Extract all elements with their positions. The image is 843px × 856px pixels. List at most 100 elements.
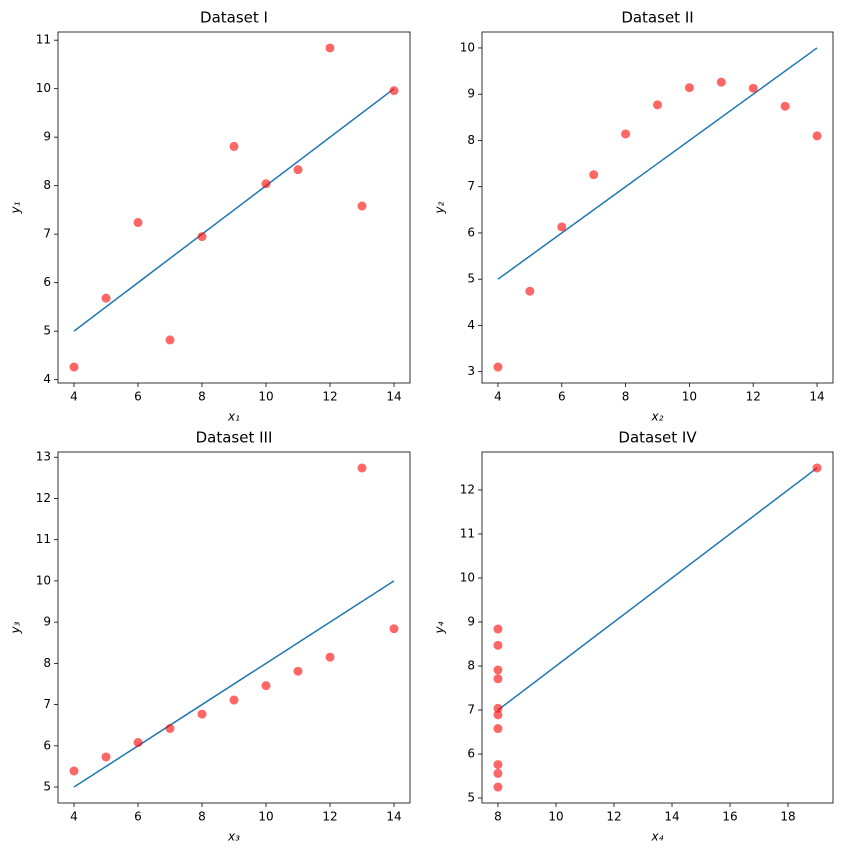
y-tick-label: 10 bbox=[460, 40, 475, 54]
x-tick-label: 8 bbox=[198, 390, 206, 404]
y-tick-label: 9 bbox=[467, 614, 475, 628]
y-tick-label: 11 bbox=[460, 526, 475, 540]
point bbox=[293, 666, 303, 676]
x-axis-label: x₃ bbox=[227, 830, 240, 844]
point bbox=[589, 170, 599, 180]
x-axis-label: x₁ bbox=[227, 410, 240, 424]
point bbox=[493, 768, 503, 778]
point bbox=[493, 362, 503, 372]
y-tick-label: 3 bbox=[467, 364, 475, 378]
point bbox=[812, 131, 822, 141]
y-tick-label: 8 bbox=[467, 659, 475, 673]
x-tick-label: 4 bbox=[70, 810, 78, 824]
x-tick-label: 4 bbox=[70, 390, 78, 404]
plot-frame bbox=[481, 451, 834, 804]
point bbox=[101, 752, 111, 762]
fit-line bbox=[497, 467, 818, 711]
point bbox=[493, 674, 503, 684]
chart-title: Dataset II bbox=[621, 9, 693, 27]
y-tick-label: 13 bbox=[36, 450, 51, 464]
y-tick-label: 5 bbox=[467, 272, 475, 286]
plot-frame bbox=[57, 31, 411, 384]
point bbox=[325, 43, 335, 53]
y-tick-label: 12 bbox=[36, 491, 51, 505]
y-tick-label: 8 bbox=[43, 178, 51, 192]
x-tick-label: 16 bbox=[722, 810, 737, 824]
chart-title: Dataset III bbox=[196, 429, 273, 447]
point bbox=[133, 738, 143, 748]
fit-line bbox=[73, 88, 395, 332]
y-tick-label: 11 bbox=[36, 33, 51, 47]
point bbox=[357, 201, 367, 211]
point bbox=[293, 165, 303, 175]
chart-title: Dataset I bbox=[200, 9, 268, 27]
y-tick-label: 6 bbox=[467, 225, 475, 239]
x-tick-label: 12 bbox=[606, 810, 621, 824]
point bbox=[325, 652, 335, 662]
y-axis-label: y₃ bbox=[9, 621, 23, 634]
point bbox=[716, 77, 726, 87]
x-axis-label: x₄ bbox=[651, 830, 664, 844]
x-tick-label: 6 bbox=[134, 390, 142, 404]
y-axis-label: y₁ bbox=[9, 201, 23, 214]
point bbox=[261, 179, 271, 189]
y-tick-label: 7 bbox=[467, 179, 475, 193]
y-tick-label: 12 bbox=[460, 482, 475, 496]
x-tick-label: 12 bbox=[322, 810, 337, 824]
x-tick-label: 14 bbox=[809, 390, 824, 404]
y-tick-label: 11 bbox=[36, 532, 51, 546]
point bbox=[684, 83, 694, 93]
point bbox=[69, 766, 79, 776]
x-tick-label: 14 bbox=[386, 810, 401, 824]
point bbox=[261, 681, 271, 691]
x-tick-label: 8 bbox=[198, 810, 206, 824]
chart-title: Dataset IV bbox=[618, 429, 697, 447]
point bbox=[493, 665, 503, 675]
point bbox=[493, 724, 503, 734]
y-tick-label: 9 bbox=[43, 130, 51, 144]
point bbox=[493, 703, 503, 713]
x-tick-label: 4 bbox=[494, 390, 502, 404]
x-tick-label: 6 bbox=[134, 810, 142, 824]
fit-line bbox=[73, 580, 395, 788]
point bbox=[493, 710, 503, 720]
point bbox=[165, 724, 175, 734]
x-tick-label: 14 bbox=[664, 810, 679, 824]
y-tick-label: 9 bbox=[467, 87, 475, 101]
y-tick-label: 7 bbox=[467, 703, 475, 717]
point bbox=[389, 86, 399, 96]
y-tick-label: 10 bbox=[36, 573, 51, 587]
y-axis-label: y₄ bbox=[433, 621, 447, 634]
point bbox=[525, 286, 535, 296]
point bbox=[165, 335, 175, 345]
point bbox=[812, 463, 822, 473]
point bbox=[389, 624, 399, 634]
point bbox=[69, 362, 79, 372]
fit-line bbox=[497, 47, 818, 280]
y-tick-label: 6 bbox=[43, 738, 51, 752]
y-tick-label: 6 bbox=[467, 747, 475, 761]
point bbox=[780, 101, 790, 111]
point bbox=[557, 222, 567, 232]
x-tick-label: 12 bbox=[746, 390, 761, 404]
point bbox=[621, 129, 631, 139]
y-tick-label: 4 bbox=[467, 318, 475, 332]
plot-frame bbox=[481, 31, 834, 384]
point bbox=[493, 640, 503, 650]
y-tick-label: 9 bbox=[43, 615, 51, 629]
y-tick-label: 6 bbox=[43, 275, 51, 289]
point bbox=[197, 709, 207, 719]
y-tick-label: 4 bbox=[43, 372, 51, 386]
x-tick-label: 10 bbox=[682, 390, 697, 404]
x-tick-label: 6 bbox=[558, 390, 566, 404]
point bbox=[229, 695, 239, 705]
point bbox=[133, 218, 143, 228]
x-tick-label: 14 bbox=[386, 390, 401, 404]
x-tick-label: 10 bbox=[258, 810, 273, 824]
y-tick-label: 5 bbox=[43, 780, 51, 794]
y-tick-label: 8 bbox=[43, 656, 51, 670]
y-tick-label: 8 bbox=[467, 133, 475, 147]
point bbox=[493, 624, 503, 634]
x-tick-label: 10 bbox=[258, 390, 273, 404]
